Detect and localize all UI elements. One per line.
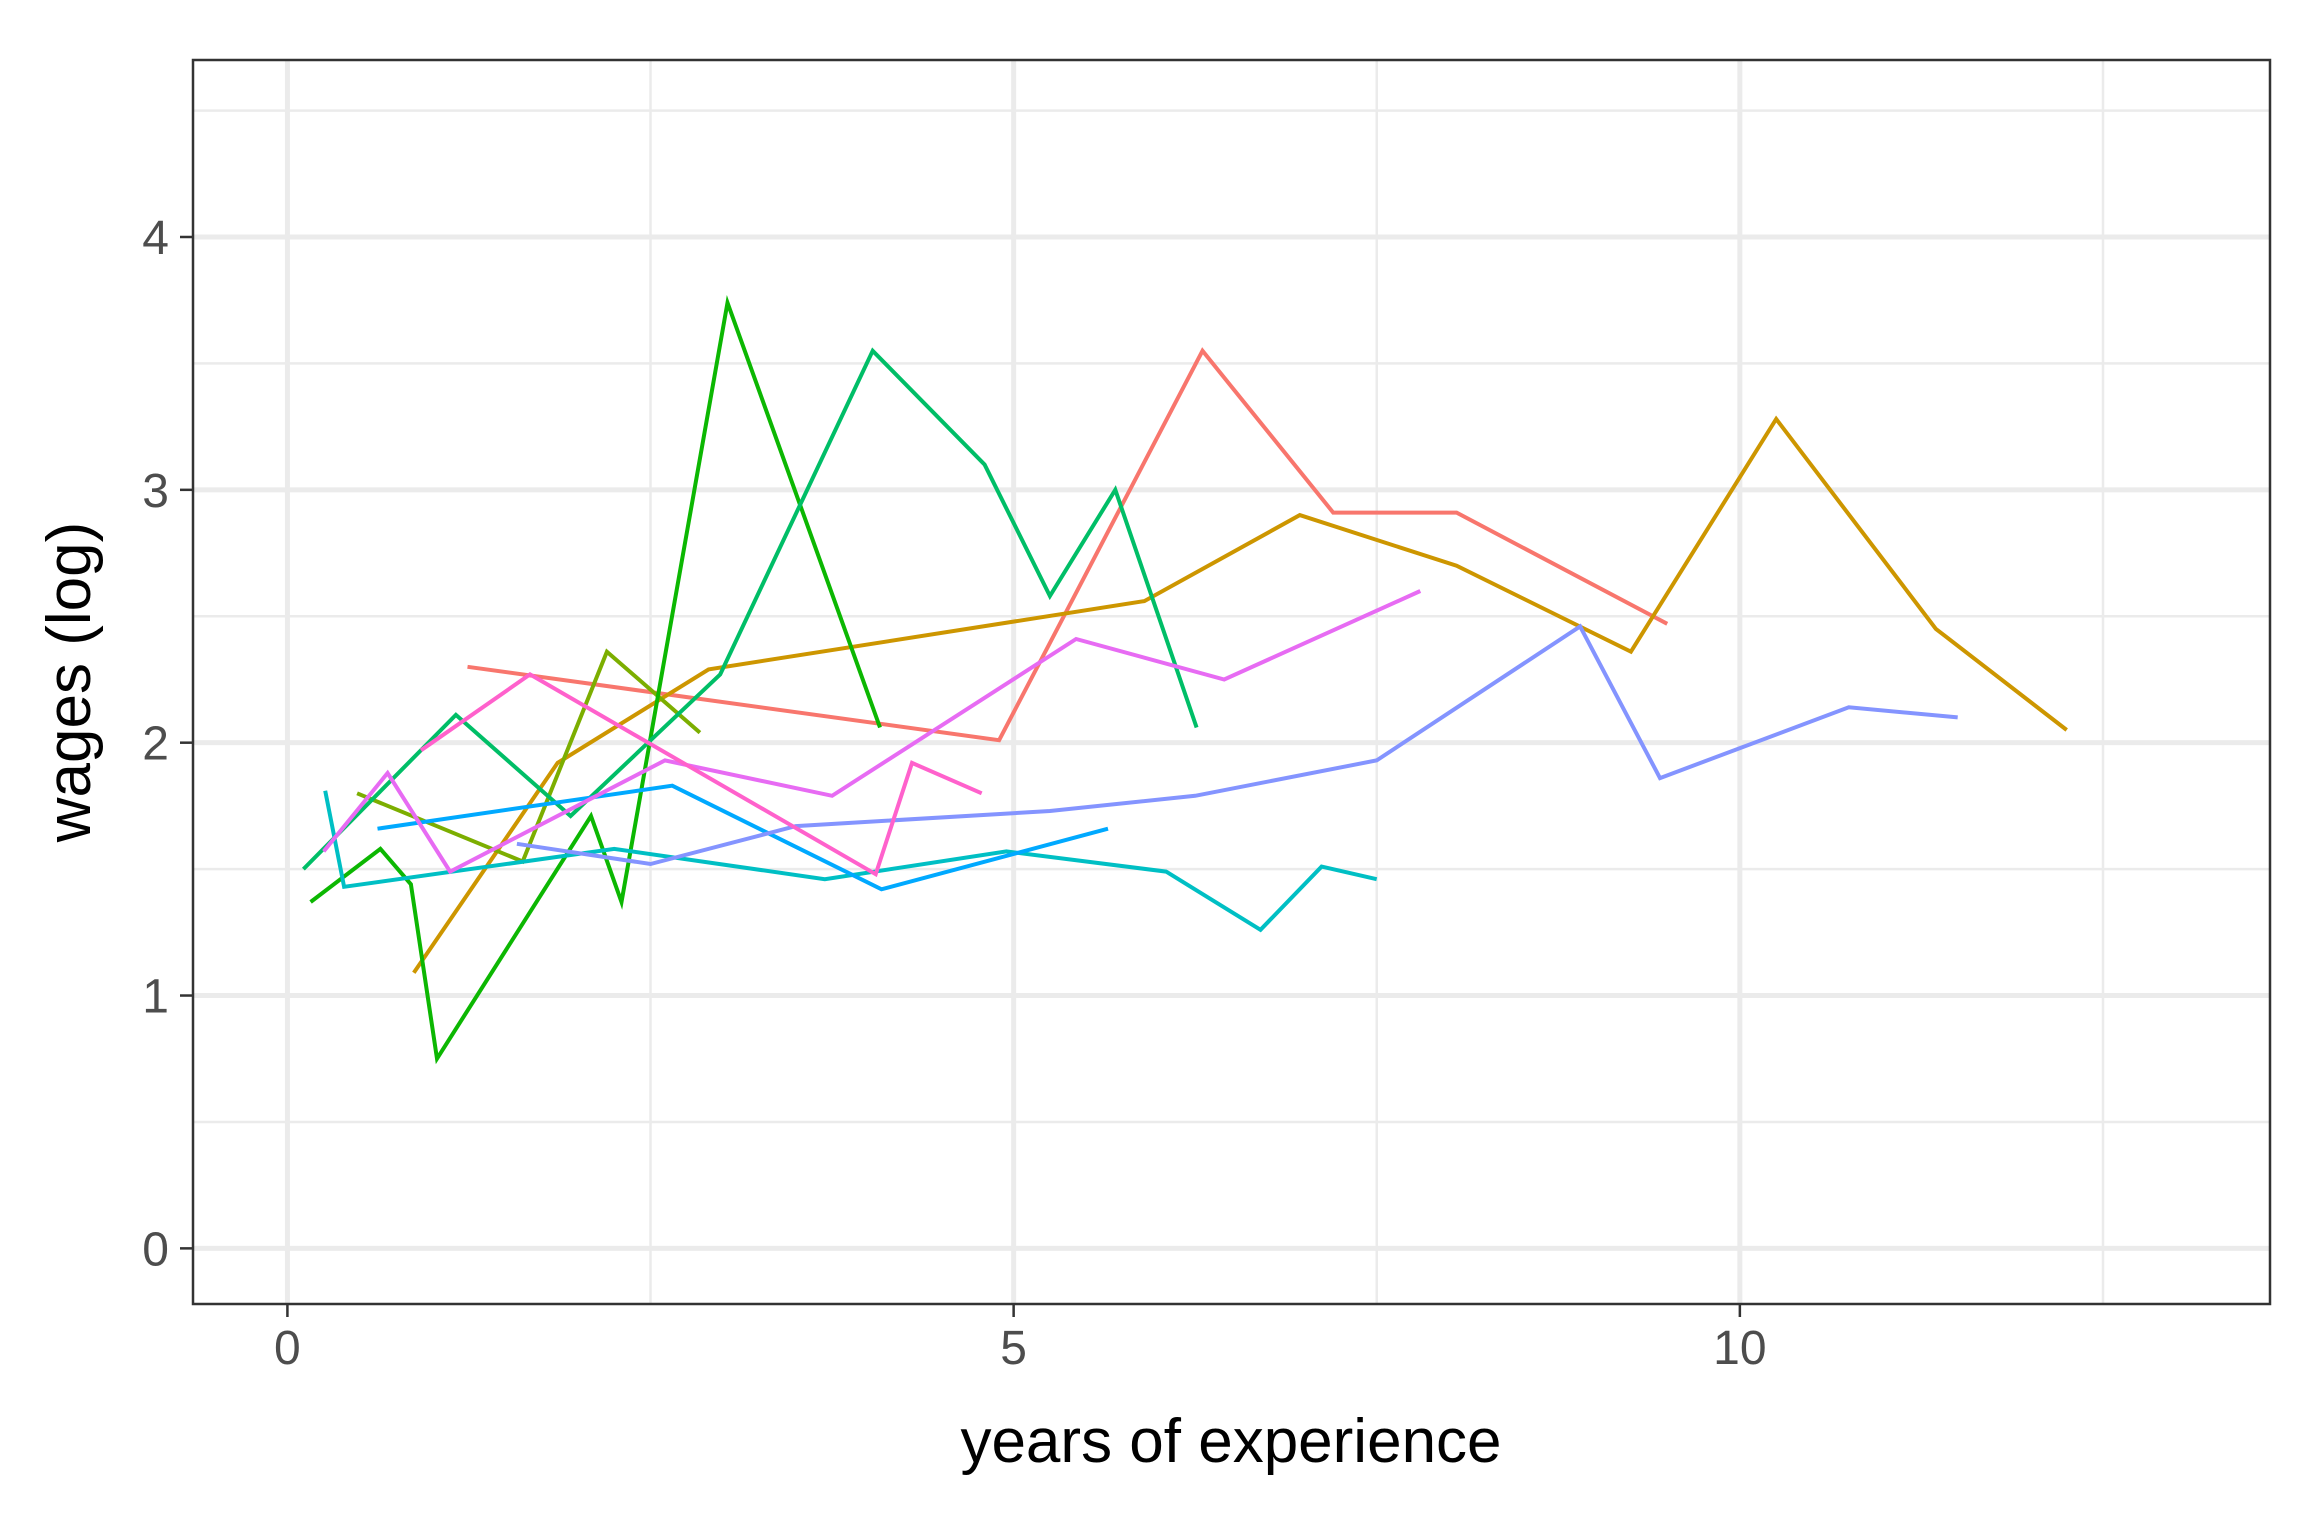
series-line-10 <box>419 672 983 878</box>
y-tick-label: 0 <box>142 1223 169 1276</box>
y-tick-label: 1 <box>142 971 169 1024</box>
y-tick-label: 3 <box>142 465 169 518</box>
series-line-2 <box>412 415 2068 974</box>
y-axis-ticks: 0 1 2 3 4 <box>142 212 193 1276</box>
y-axis-title: wages (log) <box>35 522 104 843</box>
series-line-4 <box>309 294 882 1065</box>
plot-panel-background <box>193 60 2270 1304</box>
x-tick-label: 5 <box>1000 1322 1027 1375</box>
series-line-7 <box>377 783 1109 892</box>
x-axis-title: years of experience <box>960 1407 1501 1476</box>
series-line-1 <box>467 347 1669 743</box>
series-line-6 <box>323 790 1378 933</box>
x-tick-label: 0 <box>274 1322 301 1375</box>
minor-gridlines <box>193 60 2270 1304</box>
major-gridlines <box>193 60 2270 1304</box>
y-tick-label: 2 <box>142 718 169 771</box>
x-axis-ticks: 0 5 10 <box>274 1304 1767 1375</box>
plot-panel-border <box>191 58 2272 1306</box>
series-line-8 <box>516 623 1958 867</box>
x-tick-label: 10 <box>1713 1322 1766 1375</box>
series-line-9 <box>322 589 1422 875</box>
series-line-3 <box>356 648 702 865</box>
series-layer <box>301 294 2068 1065</box>
y-tick-label: 4 <box>142 212 169 265</box>
series-line-5 <box>301 347 1199 871</box>
